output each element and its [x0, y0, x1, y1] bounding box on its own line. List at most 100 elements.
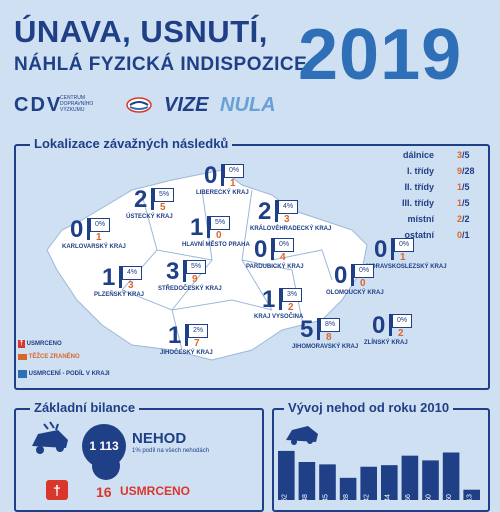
region-share: 0%	[394, 238, 414, 252]
bar-label: 56	[405, 494, 412, 500]
region-deaths: 2	[258, 198, 272, 225]
region-share: 3%	[282, 288, 302, 302]
region-name: MORAVSKOSLEZSKÝ KRAJ	[366, 264, 447, 270]
flag-icon	[275, 200, 278, 222]
map-legend: † USMRCENO TĚŽCE ZRANĚNO USMRCENÍ - PODÍ…	[18, 340, 178, 384]
bar	[339, 477, 357, 500]
region-deaths: 2	[134, 186, 148, 213]
bar	[442, 452, 460, 500]
cross-icon: †	[46, 480, 68, 500]
region-name: PLZEŇSKÝ KRAJ	[94, 292, 145, 298]
region-name: STŘEDOČESKÝ KRAJ	[158, 286, 222, 292]
region-injured: 3	[284, 214, 290, 225]
table-row: II. třídy 1/5	[404, 182, 470, 192]
region-share: 2%	[188, 324, 208, 338]
cdv-logo-text: CENTRUM DOPRAVNÍHO VÝZKUMU	[60, 95, 94, 113]
bar-label: 44	[384, 494, 391, 500]
region-deaths: 0	[334, 262, 348, 289]
region-share: 8%	[320, 318, 340, 332]
region-deaths: 1	[262, 286, 276, 313]
bar-label: 62	[281, 494, 288, 500]
region-share: 4%	[278, 200, 298, 214]
table-row: dálnice 3/5	[402, 150, 470, 160]
legend-share: USMRCENÍ - PODÍL V KRAJI	[18, 370, 110, 378]
map-panel-title: Lokalizace závažných následků	[30, 136, 233, 151]
bar	[401, 455, 419, 500]
bar-label: 48	[302, 494, 309, 500]
region-share: 5%	[210, 216, 230, 230]
region-deaths: 0	[254, 236, 268, 263]
killed-circle	[92, 452, 120, 480]
region-share: 5%	[154, 188, 174, 202]
trend-panel-title: Vývoj nehod od roku 2010	[284, 400, 454, 415]
region-injured: 1	[230, 178, 236, 189]
region-deaths: 0	[372, 312, 386, 339]
flag-icon	[183, 260, 186, 282]
vize-logo: VIZE	[164, 94, 209, 116]
killed-label: USMRCENO	[120, 484, 191, 498]
flag-icon	[391, 238, 394, 260]
nula-logo: NULA	[220, 94, 276, 116]
bar-label: 60	[446, 494, 453, 500]
bar	[360, 466, 377, 500]
partner-logos: CDV CENTRUM DOPRAVNÍHO VÝZKUMU VIZE NULA	[14, 92, 284, 122]
year-label: 2019	[298, 15, 463, 95]
region-injured: 9	[192, 274, 198, 285]
region-injured: 0	[360, 278, 366, 289]
flag-icon	[389, 314, 392, 336]
region-name: KRÁLOVÉHRADECKÝ KRAJ	[250, 226, 332, 232]
cdv-logo: CDV	[14, 94, 63, 116]
flag-icon	[151, 188, 154, 210]
bar-label: 28	[343, 494, 350, 500]
region-injured: 1	[400, 252, 406, 263]
title-line-2: NÁHLÁ FYZICKÁ INDISPOZICE	[14, 54, 308, 75]
square-icon	[18, 370, 27, 378]
cross-icon: †	[18, 340, 25, 348]
region-injured: 2	[288, 302, 294, 313]
region-share: 0%	[354, 264, 374, 278]
region-name: KARLOVARSKÝ KRAJ	[62, 244, 126, 250]
region-share: 5%	[186, 260, 206, 274]
ambulance-icon	[18, 354, 27, 360]
bar	[463, 489, 480, 500]
flag-icon	[351, 264, 354, 286]
trend-bar-chart: 62 48 45 28 42 44 56 50 60 13	[278, 450, 480, 500]
region-injured: 7	[194, 338, 200, 349]
flag-icon	[279, 288, 282, 310]
accidents-sub: 1% podíl na všech nehodách	[132, 448, 210, 454]
region-deaths: 1	[168, 322, 182, 349]
region-deaths: 1	[190, 214, 204, 241]
region-name: ÚSTECKÝ KRAJ	[126, 214, 173, 220]
region-injured: 5	[160, 202, 166, 213]
flag-icon	[87, 218, 90, 240]
region-name: HLAVNÍ MĚSTO PRAHA	[182, 242, 250, 248]
region-name: JIHOMORAVSKÝ KRAJ	[292, 344, 359, 350]
bar-label: 50	[426, 494, 433, 500]
legend-killed: † USMRCENO	[18, 340, 62, 348]
flag-icon	[317, 318, 320, 340]
czech-map	[46, 169, 368, 361]
map-panel	[14, 144, 490, 390]
crash-car-icon	[32, 421, 68, 454]
flag-icon	[119, 266, 122, 288]
region-name: OLOMOUCKÝ KRAJ	[326, 290, 384, 296]
legend-injured: TĚŽCE ZRANĚNO	[18, 354, 80, 361]
bar	[319, 464, 336, 500]
region-deaths: 0	[70, 216, 84, 243]
table-row: místní 2/2	[407, 214, 470, 224]
region-name: PARDUBICKÝ KRAJ	[246, 264, 304, 270]
region-injured: 2	[398, 328, 404, 339]
region-share: 0%	[90, 218, 110, 232]
region-injured: 3	[128, 280, 134, 291]
region-name: ZLÍNSKÝ KRAJ	[364, 340, 408, 346]
bar	[298, 461, 316, 500]
region-injured: 8	[326, 332, 332, 343]
table-row: ostatní 0/1	[404, 230, 470, 240]
bar-label: 45	[323, 494, 330, 500]
basic-panel-title: Základní bilance	[30, 400, 140, 415]
bar	[278, 450, 295, 500]
crash-car-icon	[286, 426, 318, 445]
region-share: 0%	[224, 164, 244, 178]
bar-label: 13	[467, 494, 474, 500]
flag-icon	[185, 324, 188, 346]
